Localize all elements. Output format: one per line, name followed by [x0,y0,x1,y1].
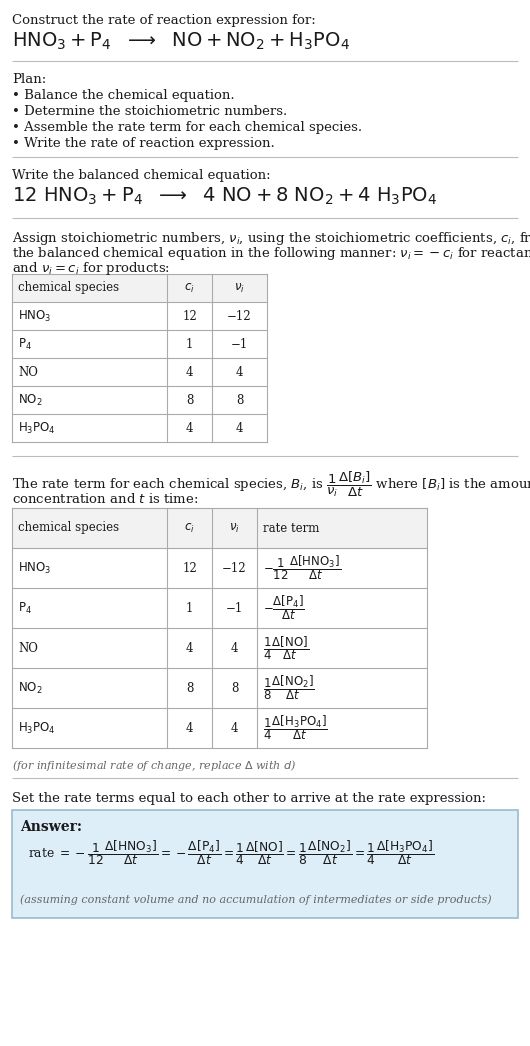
Text: $\dfrac{1}{4}\dfrac{\Delta[\mathrm{H_3PO_4}]}{\Delta t}$: $\dfrac{1}{4}\dfrac{\Delta[\mathrm{H_3PO… [263,713,328,743]
Text: $\mathrm{HNO_3}$: $\mathrm{HNO_3}$ [18,309,51,323]
Text: Construct the rate of reaction expression for:: Construct the rate of reaction expressio… [12,14,316,27]
Text: 4: 4 [186,365,193,379]
Text: $-\dfrac{1}{12}\dfrac{\Delta[\mathrm{HNO_3}]}{\Delta t}$: $-\dfrac{1}{12}\dfrac{\Delta[\mathrm{HNO… [263,553,341,583]
Text: $c_i$: $c_i$ [184,281,195,295]
Bar [12,274,267,302]
Bar [12,708,427,748]
Text: • Write the rate of reaction expression.: • Write the rate of reaction expression. [12,137,275,150]
Bar [12,386,267,414]
Text: Plan:: Plan: [12,73,46,86]
Text: 8: 8 [236,393,243,407]
Text: $c_i$: $c_i$ [184,522,195,535]
Text: (assuming constant volume and no accumulation of intermediates or side products): (assuming constant volume and no accumul… [20,894,492,905]
Bar [12,588,427,628]
Bar [12,548,427,588]
Text: $\mathrm{H_3PO_4}$: $\mathrm{H_3PO_4}$ [18,420,56,435]
Bar [12,329,267,358]
Text: chemical species: chemical species [18,522,119,535]
Text: $\mathrm{NO_2}$: $\mathrm{NO_2}$ [18,681,42,696]
Text: $-\dfrac{\Delta[\mathrm{P_4}]}{\Delta t}$: $-\dfrac{\Delta[\mathrm{P_4}]}{\Delta t}… [263,594,305,622]
Text: −1: −1 [231,338,248,350]
Text: 4: 4 [236,365,243,379]
Text: 8: 8 [231,682,238,695]
Bar [12,668,427,708]
Text: Answer:: Answer: [20,820,82,834]
Text: NO: NO [18,365,38,379]
Text: $\dfrac{1}{8}\dfrac{\Delta[\mathrm{NO_2}]}{\Delta t}$: $\dfrac{1}{8}\dfrac{\Delta[\mathrm{NO_2}… [263,674,315,703]
Text: $\mathrm{12\ HNO_3 + P_4}$  $\longrightarrow$  $\mathrm{4\ NO + 8\ NO_2 + 4\ H_3: $\mathrm{12\ HNO_3 + P_4}$ $\longrightar… [12,186,437,207]
Text: The rate term for each chemical species, $B_i$, is $\dfrac{1}{\nu_i}\dfrac{\Delt: The rate term for each chemical species,… [12,470,530,499]
Text: $\dfrac{1}{4}\dfrac{\Delta[\mathrm{NO}]}{\Delta t}$: $\dfrac{1}{4}\dfrac{\Delta[\mathrm{NO}]}… [263,634,309,662]
Text: 4: 4 [186,422,193,434]
Text: the balanced chemical equation in the following manner: $\nu_i = -c_i$ for react: the balanced chemical equation in the fo… [12,245,530,262]
Text: $\mathrm{HNO_3}$: $\mathrm{HNO_3}$ [18,561,51,575]
Text: $\mathrm{NO_2}$: $\mathrm{NO_2}$ [18,392,42,408]
Text: $\mathrm{H_3PO_4}$: $\mathrm{H_3PO_4}$ [18,721,56,735]
Text: $\mathrm{HNO_3 + P_4}$  $\longrightarrow$  $\mathrm{NO + NO_2 + H_3PO_4}$: $\mathrm{HNO_3 + P_4}$ $\longrightarrow$… [12,31,350,52]
Text: $\mathrm{P_4}$: $\mathrm{P_4}$ [18,337,32,351]
Text: (for infinitesimal rate of change, replace $\Delta$ with $d$): (for infinitesimal rate of change, repla… [12,758,296,773]
Text: 12: 12 [182,562,197,574]
Text: rate term: rate term [263,522,320,535]
FancyBboxPatch shape [12,810,518,918]
Text: 4: 4 [186,722,193,734]
Bar [12,302,267,329]
Text: 4: 4 [231,641,239,655]
Text: Write the balanced chemical equation:: Write the balanced chemical equation: [12,169,271,182]
Bar [12,358,267,386]
Text: • Balance the chemical equation.: • Balance the chemical equation. [12,89,235,103]
Bar [12,628,427,668]
Text: 4: 4 [236,422,243,434]
Text: • Assemble the rate term for each chemical species.: • Assemble the rate term for each chemic… [12,121,362,134]
Text: −1: −1 [226,601,243,614]
Text: 4: 4 [231,722,239,734]
Text: 8: 8 [186,682,193,695]
Text: rate $= -\dfrac{1}{12}\dfrac{\Delta[\mathrm{HNO_3}]}{\Delta t} = -\dfrac{\Delta[: rate $= -\dfrac{1}{12}\dfrac{\Delta[\mat… [28,838,434,867]
Text: 12: 12 [182,310,197,322]
Text: $\mathrm{P_4}$: $\mathrm{P_4}$ [18,600,32,615]
Text: −12: −12 [227,310,252,322]
Bar [12,508,427,548]
Bar [12,414,267,442]
Text: 1: 1 [186,601,193,614]
Text: Assign stoichiometric numbers, $\nu_i$, using the stoichiometric coefficients, $: Assign stoichiometric numbers, $\nu_i$, … [12,230,530,247]
Text: 1: 1 [186,338,193,350]
Text: $\nu_i$: $\nu_i$ [229,522,240,535]
Text: 4: 4 [186,641,193,655]
Text: $\nu_i$: $\nu_i$ [234,281,245,295]
Text: 8: 8 [186,393,193,407]
Text: and $\nu_i = c_i$ for products:: and $\nu_i = c_i$ for products: [12,260,170,277]
Text: concentration and $t$ is time:: concentration and $t$ is time: [12,492,198,506]
Text: −12: −12 [222,562,247,574]
Text: • Determine the stoichiometric numbers.: • Determine the stoichiometric numbers. [12,105,287,118]
Text: NO: NO [18,641,38,655]
Text: Set the rate terms equal to each other to arrive at the rate expression:: Set the rate terms equal to each other t… [12,792,486,805]
Text: chemical species: chemical species [18,281,119,295]
